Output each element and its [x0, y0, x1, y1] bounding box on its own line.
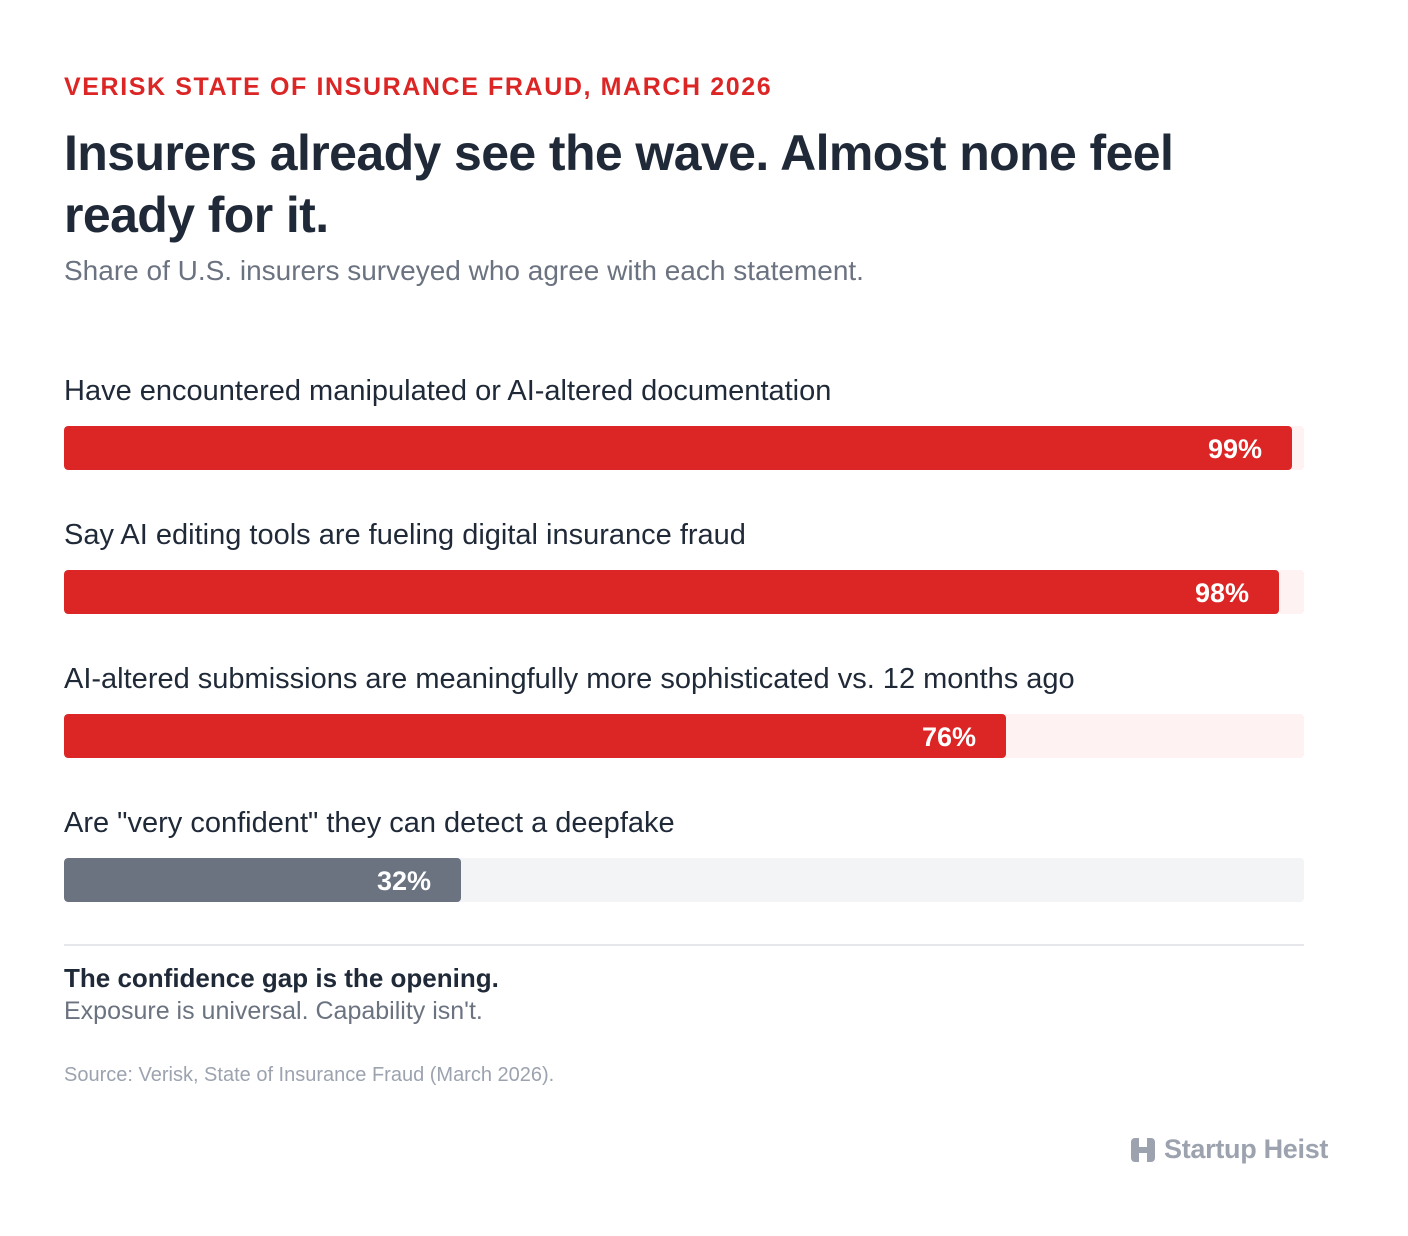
bar [64, 858, 461, 902]
bar [64, 714, 1006, 758]
bar-value-label: 76% [921, 722, 976, 752]
bar-category-label: AI-altered submissions are meaningfully … [64, 663, 1075, 695]
brand-name: Startup Heist [1164, 1134, 1329, 1164]
bar-chart: Have encountered manipulated or AI-alter… [64, 372, 1304, 948]
bar-category-label: Say AI editing tools are fueling digital… [64, 519, 746, 551]
bar-value-label: 32% [376, 866, 431, 896]
building-icon [1131, 1137, 1155, 1162]
takeaway-heading: The confidence gap is the opening. [64, 963, 499, 993]
chart-kicker: VERISK STATE OF INSURANCE FRAUD, MARCH 2… [64, 73, 773, 101]
source-note: Source: Verisk, State of Insurance Fraud… [64, 1064, 555, 1086]
bar-row: Are "very confident" they can detect a d… [64, 804, 1304, 948]
takeaway-text: Exposure is universal. Capability isn't. [64, 997, 483, 1025]
bar-track: 32% [64, 858, 1304, 902]
bar-value-label: 98% [1194, 578, 1249, 608]
bar-category-label: Are "very confident" they can detect a d… [64, 807, 675, 839]
bar-value-label: 99% [1207, 434, 1262, 464]
divider [64, 944, 1304, 946]
bar [64, 426, 1292, 470]
bar-track: 98% [64, 570, 1304, 614]
bar-track: 76% [64, 714, 1304, 758]
bar [64, 570, 1279, 614]
bar-track: 99% [64, 426, 1304, 470]
bar-row: Say AI editing tools are fueling digital… [64, 516, 1304, 660]
brand-logo: Startup Heist [1130, 1134, 1328, 1165]
chart-title: Insurers already see the wave. Almost no… [64, 125, 1174, 243]
bar-category-label: Have encountered manipulated or AI-alter… [64, 375, 832, 407]
bar-row: AI-altered submissions are meaningfully … [64, 660, 1304, 804]
chart-subtitle: Share of U.S. insurers surveyed who agre… [64, 255, 864, 286]
bar-row: Have encountered manipulated or AI-alter… [64, 372, 1304, 516]
